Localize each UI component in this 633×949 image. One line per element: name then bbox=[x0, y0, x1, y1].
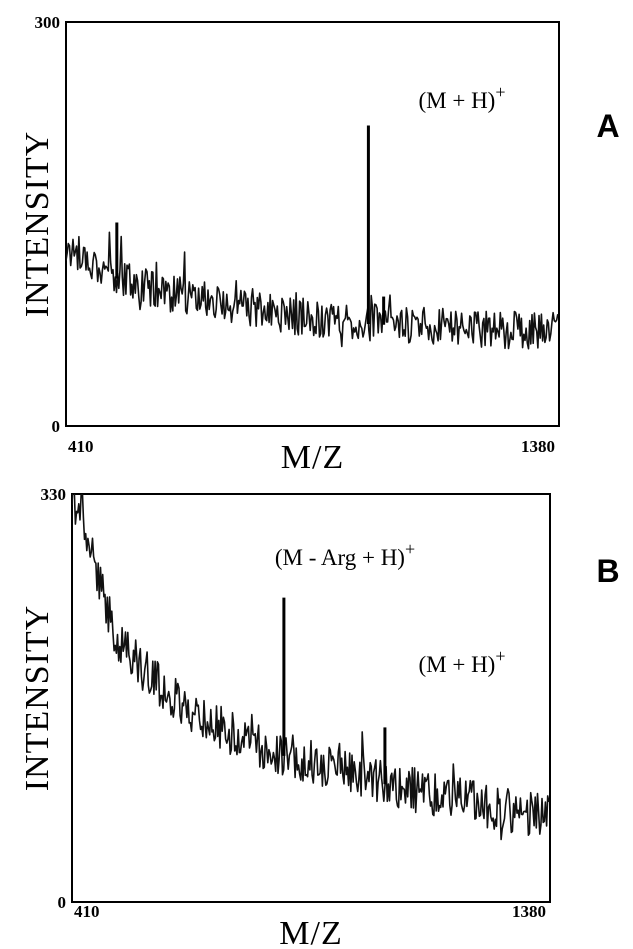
y-tick-min-b: 0 bbox=[58, 893, 67, 912]
y-tick-max-b: 330 bbox=[41, 485, 67, 504]
x-tick-max-b: 1380 bbox=[512, 902, 546, 921]
x-tick-min-b: 410 bbox=[74, 902, 100, 921]
x-tick-max-a: 1380 bbox=[521, 437, 555, 456]
spectrum-panel-b: 0 330 410 1380 M/Z INTENSITY (M - Arg + H)+ (M … bbox=[0, 470, 633, 949]
spectrum-chart-b: 0 330 410 1380 M/Z INTENSITY (M - Arg + H)+ (M … bbox=[19, 485, 620, 949]
y-tick-max-a: 300 bbox=[35, 13, 61, 32]
x-axis-title-b: M/Z bbox=[279, 915, 342, 949]
spectrum-chart-a: 0 300 410 1380 M/Z INTENSITY (M + H)+ A bbox=[19, 13, 620, 476]
x-axis-title-a: M/Z bbox=[281, 439, 344, 476]
y-tick-min-a: 0 bbox=[52, 417, 61, 436]
plot-frame-a bbox=[65, 21, 560, 427]
peak-annotation-a-1: (M + H)+ bbox=[418, 82, 505, 113]
peak-annotation-b-1: (M - Arg + H)+ bbox=[275, 539, 415, 570]
panel-letter-a: A bbox=[596, 108, 619, 144]
y-axis-title-a: INTENSITY bbox=[19, 131, 56, 318]
x-tick-min-a: 410 bbox=[68, 437, 94, 456]
plot-frame-b bbox=[71, 493, 551, 903]
spectrum-trace-b bbox=[72, 494, 550, 841]
spectrum-trace-a bbox=[66, 231, 559, 350]
peak-annotation-b-2: (M + H)+ bbox=[418, 646, 505, 677]
spectrum-panel-a: 0 300 410 1380 M/Z INTENSITY (M + H)+ A bbox=[0, 0, 633, 476]
panel-letter-b: B bbox=[596, 553, 619, 589]
y-axis-title-b: INTENSITY bbox=[19, 605, 56, 792]
